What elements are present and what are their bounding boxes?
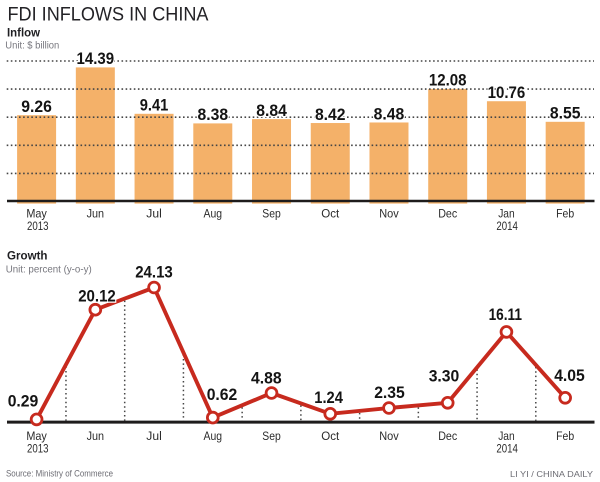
svg-text:2014: 2014 — [496, 219, 518, 233]
svg-text:Nov: Nov — [379, 429, 399, 443]
svg-text:Unit: $ billion: Unit: $ billion — [5, 41, 59, 52]
svg-text:FDI INFLOWS IN CHINA: FDI INFLOWS IN CHINA — [8, 4, 210, 26]
svg-text:12.08: 12.08 — [429, 72, 467, 90]
svg-text:2.35: 2.35 — [374, 384, 405, 402]
svg-text:Jul: Jul — [146, 207, 162, 221]
svg-text:Nov: Nov — [379, 207, 399, 221]
svg-text:LI YI / CHINA DAILY: LI YI / CHINA DAILY — [510, 470, 594, 479]
svg-text:20.12: 20.12 — [78, 288, 116, 306]
svg-text:8.42: 8.42 — [315, 106, 346, 124]
svg-text:Growth: Growth — [7, 249, 48, 263]
svg-text:14.39: 14.39 — [77, 50, 115, 68]
svg-text:Unit: percent (y-o-y): Unit: percent (y-o-y) — [6, 265, 92, 276]
svg-text:Aug: Aug — [204, 429, 223, 443]
svg-text:Dec: Dec — [438, 207, 457, 221]
svg-text:1.24: 1.24 — [314, 389, 343, 407]
svg-text:2013: 2013 — [27, 442, 49, 456]
svg-text:16.11: 16.11 — [489, 306, 522, 324]
svg-text:9.26: 9.26 — [21, 98, 52, 116]
svg-text:Feb: Feb — [556, 429, 574, 443]
svg-text:0.29: 0.29 — [8, 393, 39, 411]
svg-text:Jun: Jun — [87, 429, 105, 443]
svg-text:Sep: Sep — [262, 207, 281, 221]
svg-text:10.76: 10.76 — [488, 84, 526, 102]
svg-text:May: May — [26, 207, 47, 221]
svg-text:Jun: Jun — [87, 207, 105, 221]
svg-text:4.05: 4.05 — [554, 367, 585, 385]
svg-text:Sep: Sep — [262, 429, 281, 443]
svg-text:24.13: 24.13 — [135, 263, 173, 281]
svg-text:9.41: 9.41 — [140, 97, 169, 115]
svg-text:2013: 2013 — [27, 219, 49, 233]
svg-text:May: May — [26, 429, 47, 443]
svg-text:4.88: 4.88 — [251, 369, 282, 387]
svg-text:Oct: Oct — [321, 207, 340, 221]
svg-text:Inflow: Inflow — [7, 26, 40, 40]
svg-text:Source: Ministry of Commerce: Source: Ministry of Commerce — [6, 468, 113, 478]
svg-text:Dec: Dec — [438, 429, 457, 443]
svg-text:8.84: 8.84 — [256, 102, 287, 120]
svg-text:Jan: Jan — [498, 207, 515, 221]
svg-text:8.48: 8.48 — [374, 105, 405, 123]
svg-text:Aug: Aug — [204, 207, 223, 221]
svg-text:8.55: 8.55 — [550, 105, 581, 123]
svg-text:2014: 2014 — [496, 442, 518, 456]
svg-text:8.38: 8.38 — [197, 106, 228, 124]
svg-text:0.62: 0.62 — [207, 386, 238, 404]
svg-text:Jan: Jan — [498, 429, 515, 443]
svg-text:3.30: 3.30 — [429, 367, 460, 385]
svg-text:Feb: Feb — [556, 207, 574, 221]
svg-text:Jul: Jul — [146, 429, 162, 443]
svg-text:Oct: Oct — [321, 429, 340, 443]
